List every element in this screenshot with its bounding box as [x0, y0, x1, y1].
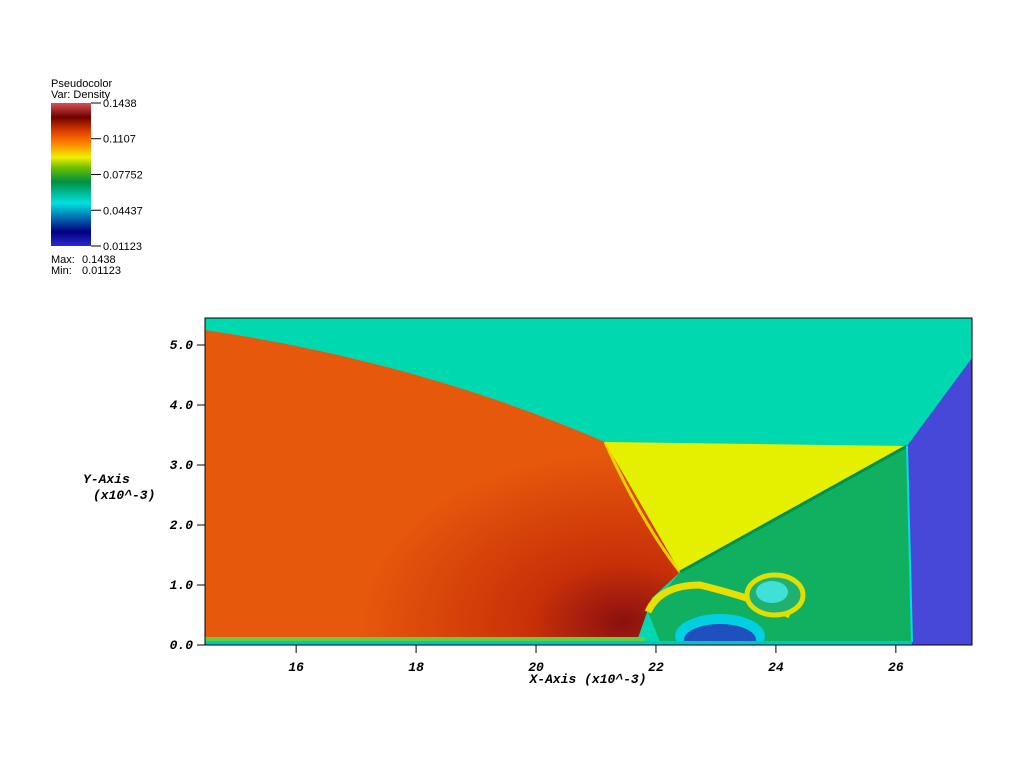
x-tick-label: 18 — [408, 660, 424, 675]
min-value: 0.01123 — [82, 265, 121, 277]
y-axis-title: Y-Axis — [83, 472, 130, 487]
y-tick-label: 4.0 — [170, 398, 194, 413]
plot-frame — [204, 317, 973, 646]
x-axis-title: X-Axis (x10^-3) — [528, 672, 646, 687]
legend-tick-label: 0.01123 — [103, 241, 142, 253]
legend-title: Pseudocolor — [51, 78, 112, 90]
legend-tick-label: 0.07752 — [103, 169, 143, 181]
max-label: Max: — [51, 254, 75, 266]
x-tick-label: 24 — [768, 660, 784, 675]
axes: X-Axis (x10^-3) Y-Axis (x10^-3) — [83, 472, 647, 687]
legend-tick-label: 0.04437 — [103, 205, 143, 217]
y-tick-label: 0.0 — [170, 638, 194, 653]
y-tick-label: 5.0 — [170, 338, 194, 353]
y-tick-label: 1.0 — [170, 578, 194, 593]
legend-variable: Var: Density — [51, 89, 111, 101]
legend-tick-label: 0.1438 — [103, 98, 137, 110]
legend-tick-label: 0.1107 — [103, 134, 136, 146]
min-label: Min: — [51, 265, 72, 277]
x-tick-label: 22 — [648, 660, 664, 675]
color-bar — [51, 103, 91, 246]
density-field — [205, 318, 972, 645]
x-tick-label: 16 — [288, 660, 304, 675]
y-tick-label: 3.0 — [170, 458, 194, 473]
x-tick-label: 20 — [528, 660, 544, 675]
legend: Pseudocolor Var: Density Max: 0.1438 Min… — [51, 78, 121, 277]
max-value: 0.1438 — [82, 254, 116, 266]
y-tick-label: 2.0 — [170, 518, 194, 533]
y-axis-unit: (x10^-3) — [93, 488, 155, 503]
x-tick-label: 26 — [888, 660, 904, 675]
